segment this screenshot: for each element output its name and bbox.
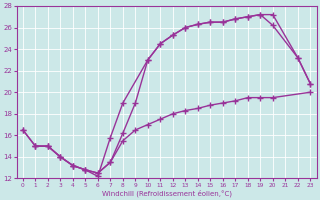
X-axis label: Windchill (Refroidissement éolien,°C): Windchill (Refroidissement éolien,°C) xyxy=(101,189,232,197)
